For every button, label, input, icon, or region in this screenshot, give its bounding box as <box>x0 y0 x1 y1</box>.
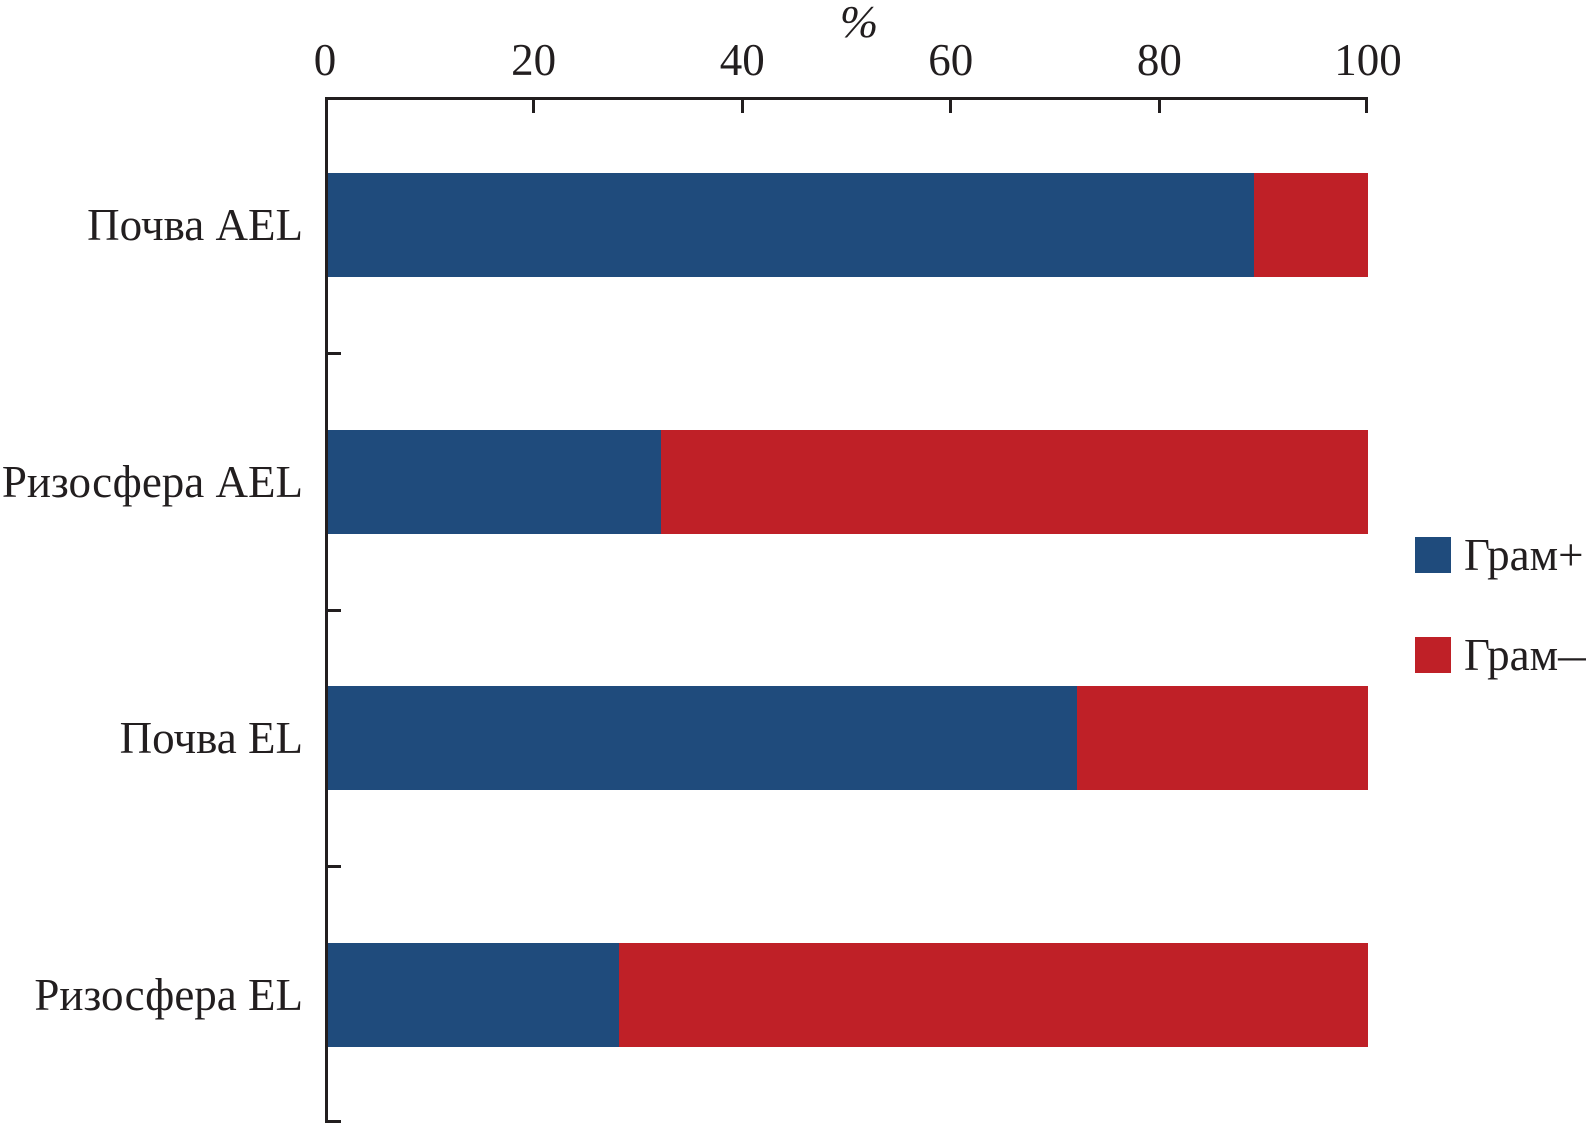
legend: Грам+ Грам— <box>1415 530 1586 737</box>
x-tick-label: 80 <box>1136 35 1182 85</box>
bar-segment-gram-minus <box>619 942 1368 1047</box>
legend-item-gram-plus: Грам+ <box>1415 530 1586 580</box>
x-tick-label: 20 <box>511 35 557 85</box>
x-axis-tick <box>949 97 953 113</box>
bar-segment-gram-minus <box>1076 686 1368 791</box>
legend-label-gram-plus: Грам+ <box>1464 530 1584 580</box>
bar-segment-gram-plus <box>328 173 1254 278</box>
category-label: Ризосфера AEL <box>1 456 303 507</box>
gram-plus-swatch <box>1415 537 1451 573</box>
x-tick-label: 0 <box>313 35 337 85</box>
category-label: Почва AEL <box>87 200 303 251</box>
x-axis-line <box>325 97 1368 100</box>
x-tick-label: 100 <box>1334 35 1402 85</box>
x-tick-label: 60 <box>928 35 974 85</box>
x-axis-tick <box>1365 97 1368 113</box>
bar-segment-gram-minus <box>660 429 1368 534</box>
x-axis-tick <box>532 97 536 113</box>
x-axis-tick <box>740 97 744 113</box>
bar-row <box>328 686 1368 791</box>
gram-minus-swatch <box>1415 637 1451 673</box>
bar-segment-gram-plus <box>328 686 1077 791</box>
y-axis-tick <box>325 608 341 612</box>
y-axis-corner-tick <box>325 1120 341 1123</box>
x-axis-tick <box>1157 97 1161 113</box>
plot-area <box>325 97 1368 1123</box>
x-tick-label: 40 <box>719 35 765 85</box>
category-label: Почва EL <box>119 713 303 764</box>
bar-segment-gram-plus <box>328 429 661 534</box>
x-axis-title: % <box>839 0 879 47</box>
bar-row <box>328 429 1368 534</box>
bar-row <box>328 942 1368 1047</box>
legend-item-gram-minus: Грам— <box>1415 630 1586 680</box>
y-axis-tick <box>325 352 341 355</box>
legend-label-gram-minus: Грам— <box>1464 630 1586 680</box>
category-label: Ризосфера EL <box>34 969 303 1020</box>
bar-row <box>328 173 1368 278</box>
y-axis-tick <box>325 865 341 868</box>
bar-segment-gram-minus <box>1253 173 1368 278</box>
bar-segment-gram-plus <box>328 942 620 1047</box>
